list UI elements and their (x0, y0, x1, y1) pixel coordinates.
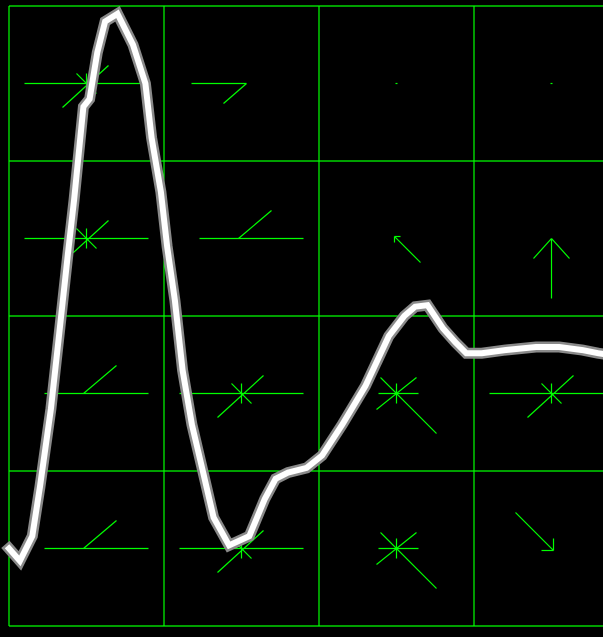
trace-point (414, 305, 417, 308)
field-marker-star (180, 376, 304, 418)
field-marker-tick (45, 521, 149, 549)
field-marker-arrow-up (534, 239, 570, 299)
waveform-trace (8, 12, 603, 562)
trace-point (132, 43, 135, 46)
trace-point (144, 82, 147, 85)
field-marker-stroke (528, 376, 574, 418)
field-marker-stroke (84, 366, 117, 394)
trace-point (228, 544, 231, 547)
trace-point (18, 559, 21, 562)
trace-point (201, 470, 204, 473)
trace-point (321, 454, 324, 457)
trace-point (39, 485, 42, 488)
trace-line-halo (9, 14, 603, 561)
trace-point (597, 352, 600, 355)
field-marker-corner (192, 84, 247, 104)
trace-point (341, 423, 344, 426)
trace-point (581, 349, 584, 352)
field-marker-cross-diag (377, 378, 437, 434)
field-marker-star (490, 376, 603, 418)
trace-point (305, 466, 308, 469)
grid (9, 6, 603, 626)
trace-point (96, 51, 99, 54)
trace-point (403, 315, 406, 318)
field-marker-arrow-up-left (395, 237, 421, 263)
trace-point (8, 547, 11, 550)
trace-point (166, 245, 169, 248)
trace-line (9, 14, 603, 561)
trace-point (49, 408, 52, 411)
trace-point (504, 349, 507, 352)
field-markers (25, 66, 603, 589)
trace-point (116, 12, 119, 15)
trace-point (442, 327, 445, 330)
field-marker-stroke (381, 533, 437, 589)
trace-point (248, 535, 251, 538)
field-marker-tick (200, 211, 304, 239)
trace-point (73, 198, 76, 201)
trace-point (104, 20, 107, 23)
field-marker-stroke (516, 513, 554, 551)
field-marker-stroke (534, 239, 552, 259)
field-marker-stroke (395, 237, 421, 263)
trace-point (274, 477, 277, 480)
trace-point (212, 516, 215, 519)
trace-point (465, 352, 468, 355)
field-marker-stroke (552, 239, 570, 259)
field-marker-stroke (84, 521, 117, 549)
trace-point (88, 98, 91, 101)
trace-point (387, 335, 390, 338)
field-marker-star (25, 221, 149, 263)
trace-point (57, 338, 60, 341)
trace-point (263, 497, 266, 500)
trace-point (535, 346, 538, 349)
trace-point (82, 105, 85, 108)
trace-point (31, 535, 34, 538)
trace-point (287, 471, 290, 474)
trace-point (480, 352, 483, 355)
trace-point (159, 191, 162, 194)
field-marker-arrow-down-right (516, 513, 554, 551)
trace-point (150, 136, 153, 139)
trace-point (173, 299, 176, 302)
trace-point (364, 384, 367, 387)
trace-point (454, 341, 457, 344)
field-marker-cross-diag (377, 533, 437, 589)
field-marker-stroke (218, 376, 264, 418)
field-marker-stroke (381, 378, 437, 434)
trace-point (558, 346, 561, 349)
field-marker-stroke (224, 84, 247, 104)
trace-point (190, 423, 193, 426)
trace-point (426, 304, 429, 307)
field-marker-stroke (239, 211, 272, 239)
trace-point (66, 253, 69, 256)
trace-point (181, 369, 184, 372)
